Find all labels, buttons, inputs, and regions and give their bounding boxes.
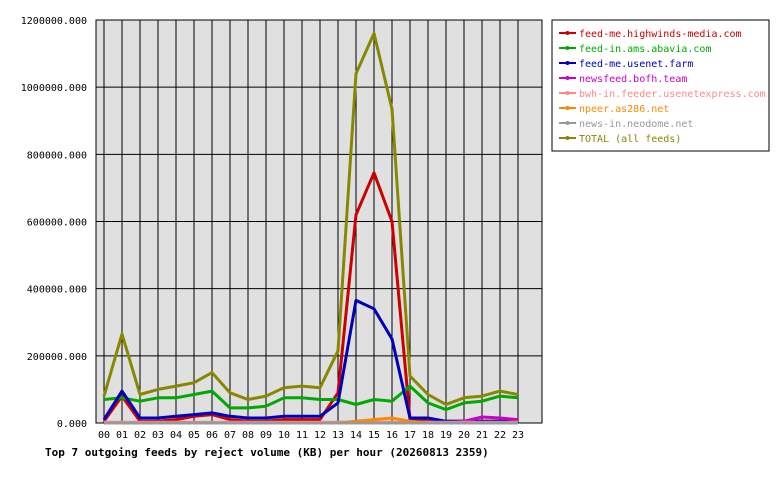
y-tick-label: 800000.000	[27, 150, 87, 161]
y-tick-label: 1000000.000	[21, 83, 87, 94]
x-tick-label: 15	[368, 430, 380, 441]
x-tick-label: 04	[170, 430, 182, 441]
x-tick-label: 09	[260, 430, 272, 441]
legend-marker	[565, 46, 570, 50]
y-tick-label: 600000.000	[27, 218, 87, 229]
legend-marker	[565, 106, 570, 110]
legend-label: bwh-in.feeder.usenetexpress.com	[579, 89, 766, 100]
x-tick-label: 00	[98, 430, 110, 441]
x-tick-label: 06	[206, 430, 218, 441]
legend: feed-me.highwinds-media.com feed-in.ams.a…	[551, 19, 770, 152]
legend-marker	[565, 121, 570, 125]
series-line	[103, 384, 519, 412]
x-tick-label: 17	[404, 430, 416, 441]
legend-marker	[565, 136, 570, 140]
legend-label: npeer.as286.net	[579, 104, 669, 115]
series-line	[102, 31, 519, 406]
x-tick-label: 01	[116, 430, 128, 441]
x-tick-label: 14	[350, 430, 362, 441]
x-tick-label: 21	[476, 430, 488, 441]
x-tick-label: 12	[314, 430, 326, 441]
x-tick-label: 20	[458, 430, 470, 441]
x-axis-ticks: 00 01 02 03 04 05 06 07 08 09 10 11 12 13 14 15 16 17 18 19…	[98, 430, 524, 441]
x-tick-label: 19	[440, 430, 452, 441]
legend-marker	[565, 91, 570, 95]
x-tick-label: 18	[422, 430, 434, 441]
y-tick-label: 0.000	[57, 419, 87, 430]
legend-marker	[565, 76, 570, 80]
legend-box	[551, 19, 770, 152]
legend-label: TOTAL (all feeds)	[579, 134, 681, 145]
x-tick-label: 13	[332, 430, 344, 441]
y-tick-label: 200000.000	[27, 352, 87, 363]
y-tick-label: 400000.000	[27, 285, 87, 296]
y-tick-label: 1200000.000	[21, 16, 87, 27]
x-tick-label: 10	[278, 430, 290, 441]
x-tick-label: 02	[134, 430, 146, 441]
x-tick-label: 05	[188, 430, 200, 441]
x-tick-label: 16	[386, 430, 398, 441]
legend-label: news-in.neodome.net	[579, 119, 693, 130]
x-tick-label: 03	[152, 430, 164, 441]
x-tick-label: 23	[512, 430, 524, 441]
legend-label: newsfeed.bofh.team	[579, 74, 687, 85]
legend-label: feed-me.highwinds-media.com	[579, 29, 742, 40]
legend-marker	[565, 31, 570, 35]
y-axis-ticks: 0.000 200000.000 400000.000 600000.000 80000…	[21, 16, 87, 430]
x-tick-label: 08	[242, 430, 254, 441]
legend-marker	[565, 61, 570, 65]
x-tick-label: 11	[296, 430, 308, 441]
x-tick-label: 07	[224, 430, 236, 441]
x-tick-label: 22	[494, 430, 506, 441]
legend-label: feed-me.usenet.farm	[579, 59, 693, 70]
chart-title: Top 7 outgoing feeds by reject volume (K…	[45, 446, 489, 459]
series-lines	[102, 31, 519, 425]
legend-label: feed-in.ams.abavia.com	[579, 44, 711, 55]
